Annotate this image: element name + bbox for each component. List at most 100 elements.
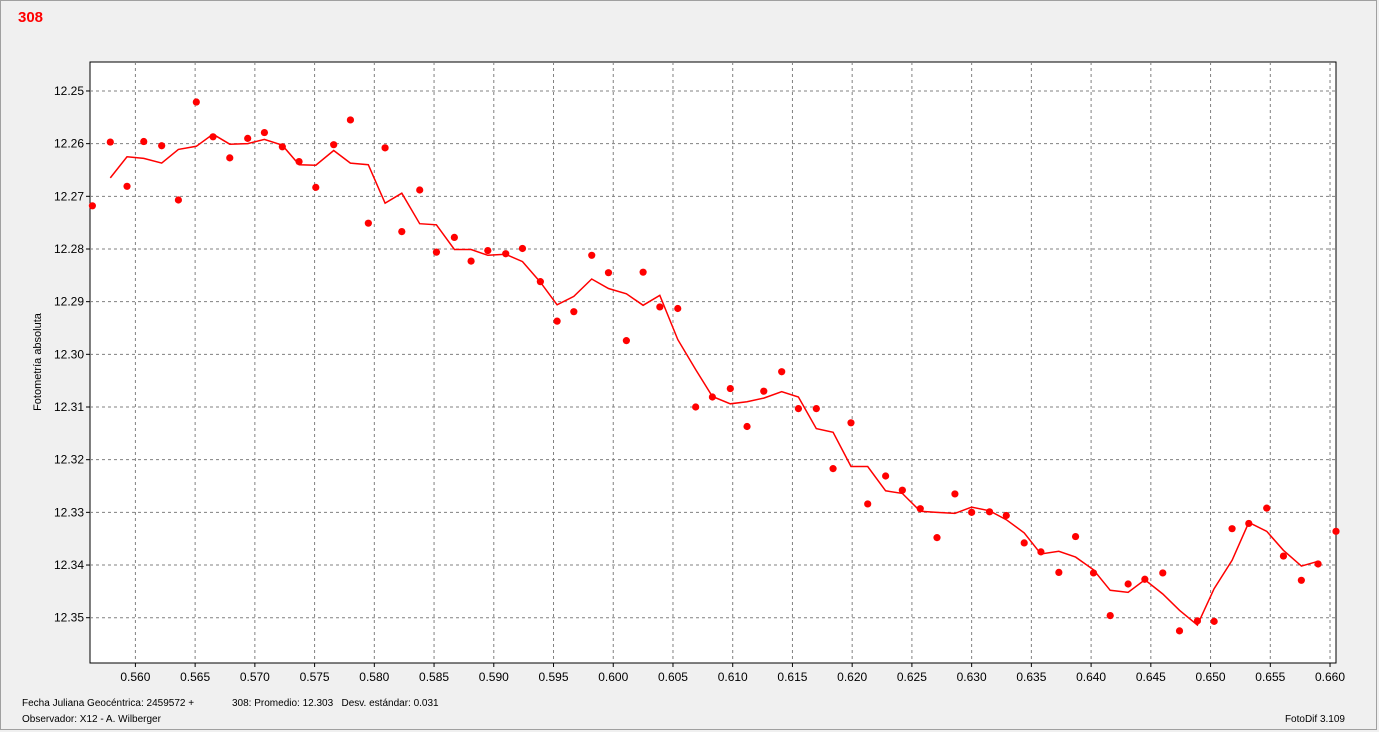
footer-software-version: FotoDif 3.109 [1284, 714, 1345, 725]
x-tick-label: 0.580 [359, 670, 389, 684]
data-point [726, 384, 734, 393]
data-point [260, 128, 269, 137]
x-tick-label: 0.595 [539, 670, 569, 684]
data-point [467, 257, 475, 265]
data-point [484, 246, 492, 255]
data-point [570, 308, 578, 316]
data-point [1175, 627, 1184, 635]
plot-area [89, 61, 1337, 664]
x-tick-label: 0.570 [240, 670, 270, 684]
data-point [622, 337, 630, 345]
data-point [502, 250, 510, 258]
y-tick-label: 12.32 [54, 453, 84, 467]
x-tick-label: 0.645 [1136, 670, 1166, 684]
data-point [864, 500, 872, 508]
y-tick-label: 12.29 [54, 295, 84, 309]
data-point [1228, 525, 1236, 533]
data-point [794, 404, 803, 413]
data-point [812, 404, 820, 413]
data-point [656, 303, 664, 311]
data-point [346, 116, 355, 124]
data-point [1332, 527, 1340, 535]
data-point [1193, 617, 1202, 625]
data-point [553, 317, 561, 325]
x-tick-label: 0.615 [777, 670, 807, 684]
data-point [1263, 504, 1271, 512]
data-point [192, 98, 200, 106]
data-point [639, 268, 647, 276]
data-point [1314, 560, 1322, 568]
y-tick-label: 12.27 [54, 189, 84, 203]
y-tick-label: 12.30 [54, 347, 84, 361]
data-point [398, 228, 406, 236]
data-point [588, 251, 596, 259]
data-point [1141, 575, 1149, 583]
data-point [951, 490, 959, 498]
data-point [743, 422, 751, 431]
x-tick-label: 0.625 [897, 670, 927, 684]
y-tick-label: 12.26 [54, 137, 84, 151]
x-tick-label: 0.600 [598, 670, 628, 684]
data-point [536, 278, 544, 286]
data-point [1037, 548, 1045, 556]
x-tick-label: 0.630 [957, 670, 987, 684]
y-tick-label: 12.34 [54, 558, 84, 572]
data-point [364, 219, 372, 227]
x-tick-label: 0.640 [1076, 670, 1106, 684]
data-point [1124, 580, 1132, 588]
x-tick-label: 0.560 [120, 670, 150, 684]
data-point [295, 157, 303, 166]
data-point [330, 141, 338, 149]
data-point [933, 534, 941, 542]
data-point [278, 143, 286, 151]
x-tick-label: 0.650 [1196, 670, 1226, 684]
footer-statistics: 308: Promedio: 12.303 Desv. estándar: 0.… [232, 698, 439, 709]
x-tick-label: 0.635 [1016, 670, 1046, 684]
data-point [604, 269, 613, 277]
footer-observer: Observador: X12 - A. Wilberger [22, 714, 161, 725]
data-point [898, 486, 906, 494]
x-tick-label: 0.660 [1315, 670, 1345, 684]
data-point [968, 508, 976, 516]
x-tick-label: 0.620 [837, 670, 867, 684]
data-point [1297, 576, 1305, 584]
footer-julian-date: Fecha Juliana Geocéntrica: 2459572 + [22, 698, 195, 709]
x-tick-label: 0.565 [180, 670, 210, 684]
data-point [674, 304, 682, 313]
data-point [1210, 617, 1218, 625]
data-point [209, 133, 217, 141]
data-point [760, 387, 768, 395]
data-point [916, 505, 924, 513]
data-point [432, 248, 441, 256]
data-point [1106, 611, 1114, 620]
data-point [88, 202, 96, 210]
data-point [381, 144, 389, 152]
data-point [226, 154, 234, 162]
data-point [708, 393, 717, 401]
data-point [882, 472, 890, 480]
x-tick-label: 0.575 [300, 670, 330, 684]
data-point [829, 465, 837, 473]
x-tick-label: 0.585 [419, 670, 449, 684]
data-point [1071, 532, 1080, 541]
data-point [985, 508, 994, 516]
data-point [416, 186, 424, 194]
data-point [174, 196, 183, 204]
x-tick-label: 0.655 [1255, 670, 1285, 684]
x-tick-label: 0.605 [658, 670, 688, 684]
y-tick-label: 12.31 [54, 400, 84, 414]
data-point [123, 182, 131, 190]
y-tick-label: 12.35 [54, 611, 84, 625]
x-tick-label: 0.590 [479, 670, 509, 684]
data-point [1089, 569, 1098, 577]
data-point [1002, 511, 1010, 520]
data-point [312, 183, 320, 191]
chart-title: 308 [18, 9, 44, 26]
x-tick-label: 0.610 [718, 670, 748, 684]
y-tick-label: 12.33 [54, 505, 84, 519]
data-point [450, 233, 458, 242]
data-point [518, 244, 527, 253]
data-point [1279, 552, 1288, 560]
